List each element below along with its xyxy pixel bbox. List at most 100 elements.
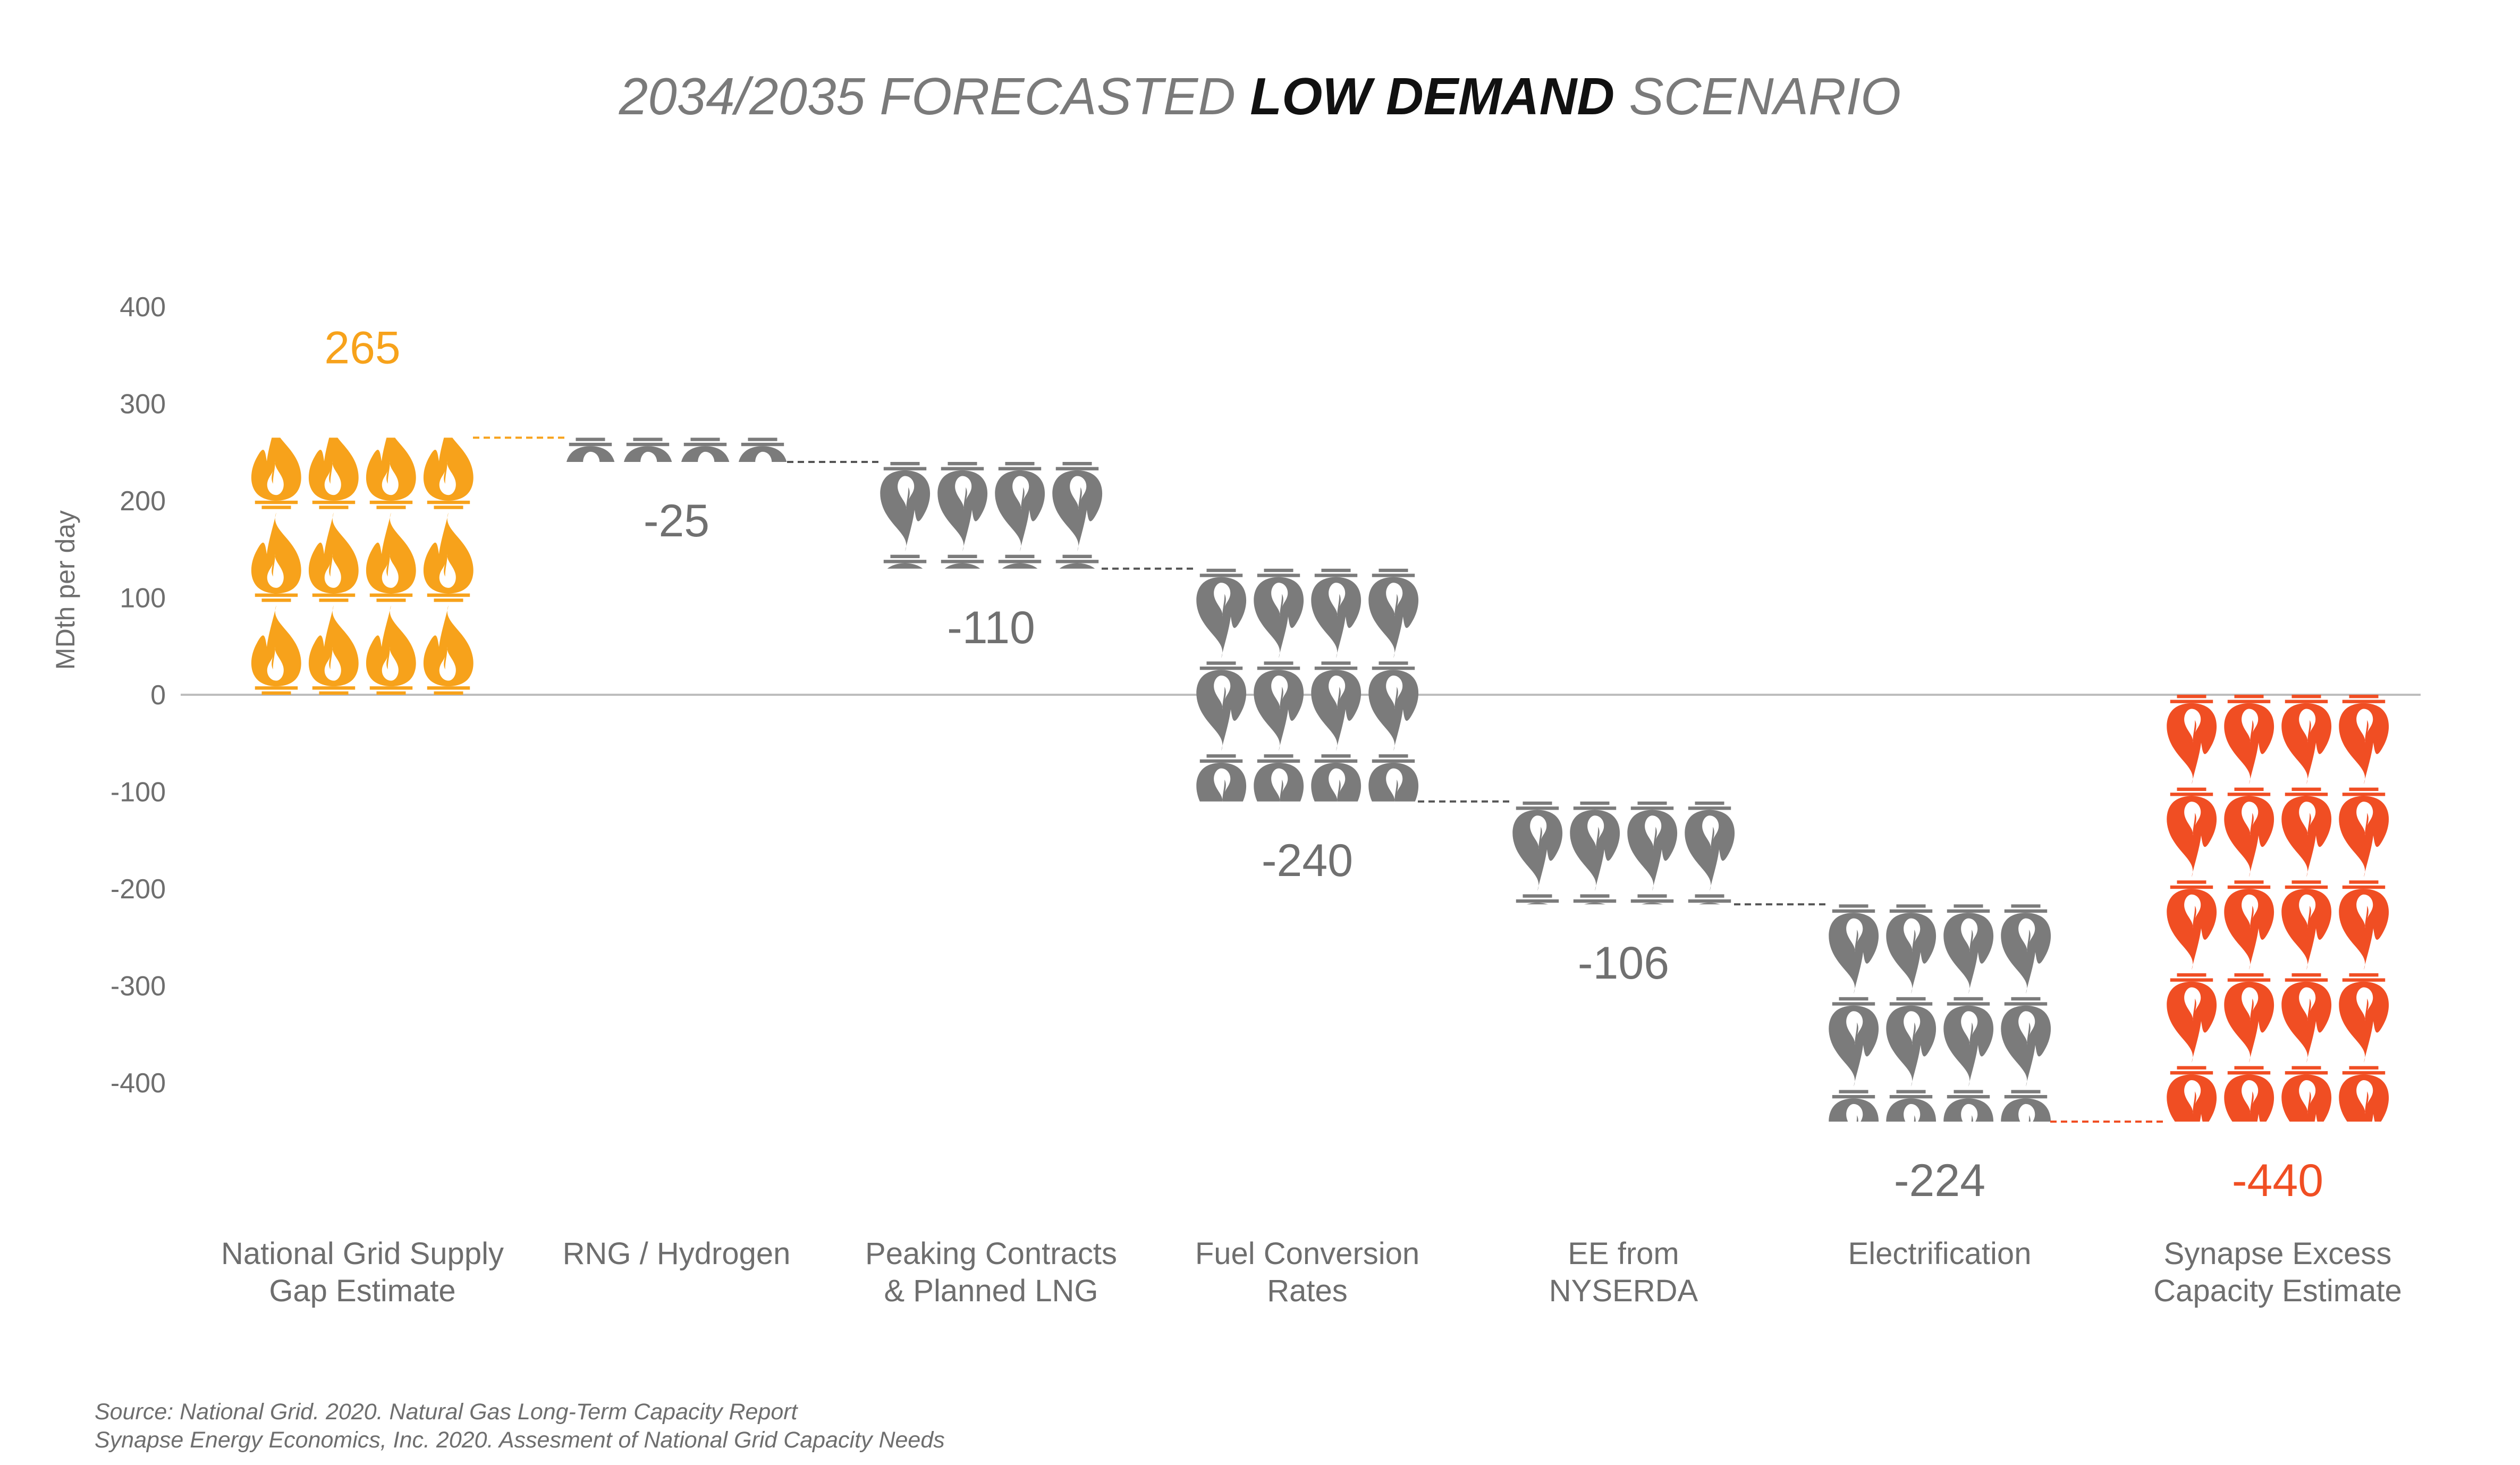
y-tick-label: 400 [120, 292, 166, 323]
gas-flame-icon [1829, 997, 1879, 1087]
gas-flame-icon [1943, 904, 1994, 994]
gas-flame-icon [2001, 904, 2051, 994]
gas-flame-icon [251, 327, 301, 416]
gas-flame-icon [937, 462, 988, 552]
gas-flame-icon [1829, 1090, 1879, 1122]
category-label: Synapse Excess Capacity Estimate [2153, 1236, 2401, 1308]
gas-flame-icon [2281, 1066, 2332, 1122]
category-label: EE from NYSERDA [1549, 1236, 1698, 1308]
gas-flame-icon [1196, 754, 1247, 802]
gas-flame-icon [2339, 787, 2389, 877]
gas-flame-icon [423, 437, 473, 509]
value-labels: 265 -25 -110 -240 -106 -224 -440 [324, 322, 2323, 1206]
category-labels: National Grid Supply Gap Estimate RNG / Hy… [221, 1236, 2402, 1308]
gas-flame-icon [880, 647, 930, 737]
gas-flame-icon [308, 605, 359, 695]
y-axis-title: MDth per day [50, 510, 80, 670]
gas-flame-icon [1311, 754, 1362, 802]
gas-flame-icon [2281, 787, 2332, 877]
y-tick-label: 0 [150, 680, 166, 711]
value-label: -110 [947, 602, 1035, 653]
gas-flame-icon [1368, 847, 1418, 937]
gas-flame-icon [1368, 661, 1419, 751]
source-line-2: Synapse Energy Economics, Inc. 2020. Ass… [95, 1427, 945, 1453]
gas-flame-icon [2339, 1159, 2389, 1248]
value-label: -440 [2232, 1155, 2323, 1206]
gas-flame-icon [1052, 462, 1103, 552]
gas-flame-icon [308, 512, 359, 602]
gas-flame-icon [2224, 1066, 2274, 1122]
chart-title: 2034/2035 FORECASTED LOW DEMAND SCENARIO [619, 67, 1901, 125]
gas-flame-icon [2339, 973, 2389, 1063]
y-axis-ticks: 400 300 200 100 0 -100 -200 -300 -400 [111, 292, 166, 1099]
gas-flame-icon [1829, 904, 1879, 994]
gas-flame-icon [880, 462, 931, 552]
gas-flame-icon [995, 462, 1045, 552]
category-label: Fuel Conversion Rates [1195, 1236, 1419, 1308]
gas-flame-icon [1685, 801, 1735, 891]
gas-flame-icon [2339, 695, 2389, 785]
gas-flame-icon [1627, 987, 1677, 1076]
gas-flame-icon [424, 327, 473, 416]
gas-flame-icon [995, 647, 1045, 737]
chart-title-emphasis: LOW DEMAND [1250, 67, 1614, 125]
gas-flame-icon [308, 437, 359, 509]
connectors [473, 436, 2167, 1123]
gas-flame-icon [1685, 987, 1735, 1076]
gas-flame-icon [251, 605, 301, 695]
gas-flame-icon [937, 647, 987, 737]
gas-flame-icon [1052, 554, 1103, 569]
gas-flame-icon [423, 605, 473, 695]
gas-flame-icon [1512, 801, 1563, 891]
y-tick-label: -300 [111, 971, 166, 1002]
gas-flame-icon [2224, 880, 2274, 970]
gas-flame-icon [1196, 661, 1247, 751]
gas-flame-icon [2167, 1066, 2217, 1122]
gas-flame-icon [2224, 787, 2274, 877]
y-tick-label: 300 [120, 389, 166, 420]
gas-flame-icon [738, 437, 788, 462]
gas-flame-icon [1943, 997, 1994, 1087]
category-label: Peaking Contracts & Planned LNG [865, 1236, 1117, 1308]
gas-flame-icon [2167, 787, 2217, 877]
gas-flame-icon [1886, 904, 1936, 994]
gas-flame-icon [2224, 695, 2274, 785]
gas-flame-icon [1685, 894, 1735, 905]
value-label: 265 [324, 322, 401, 373]
bar [251, 327, 473, 695]
gas-flame-icon [2339, 880, 2389, 970]
gas-flame-icon [2001, 1090, 2051, 1122]
y-tick-label: 200 [120, 486, 166, 517]
gas-flame-icon [565, 531, 615, 620]
gas-flame-icon [2167, 1159, 2217, 1248]
gas-flame-icon [423, 512, 473, 602]
gas-flame-icon [1368, 754, 1419, 802]
gas-flame-icon [880, 554, 931, 569]
category-label: Electrification [1848, 1236, 2032, 1271]
value-label: -224 [1894, 1155, 1985, 1206]
gas-flame-icon [2339, 1066, 2389, 1122]
y-tick-label: -400 [111, 1068, 166, 1099]
gas-flame-icon [2167, 880, 2217, 970]
chart-title-prefix: 2034/2035 FORECASTED [619, 67, 1250, 125]
value-label: -240 [1262, 835, 1353, 886]
gas-flame-icon [1570, 801, 1620, 891]
gas-flame-icon [1196, 568, 1247, 659]
value-label: -106 [1578, 938, 1669, 989]
gas-flame-icon [1886, 997, 1936, 1087]
y-tick-label: 100 [120, 583, 166, 614]
y-tick-label: -100 [111, 777, 166, 808]
gas-flame-icon [2224, 973, 2274, 1063]
bars [251, 327, 2389, 1248]
y-tick-label: -200 [111, 874, 166, 905]
gas-flame-icon [2281, 695, 2332, 785]
gas-flame-icon [1196, 847, 1246, 937]
chart-title-suffix: SCENARIO [1614, 67, 1901, 125]
gas-flame-icon [1254, 754, 1304, 802]
gas-flame-icon [2281, 880, 2332, 970]
gas-flame-icon [1512, 894, 1563, 905]
gas-flame-icon [2001, 997, 2051, 1087]
gas-flame-icon [1368, 568, 1419, 659]
gas-flame-icon [1052, 647, 1102, 737]
